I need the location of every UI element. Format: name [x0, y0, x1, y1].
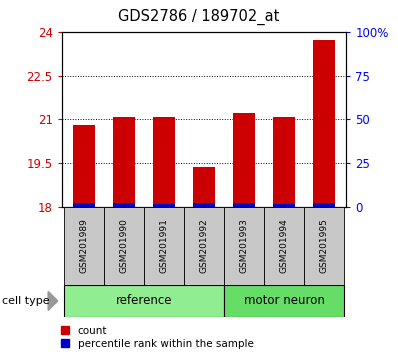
- Bar: [113, 118, 135, 207]
- Bar: [73, 203, 95, 207]
- Bar: [313, 203, 335, 207]
- Bar: [113, 203, 135, 207]
- Bar: [193, 167, 215, 207]
- Bar: [193, 203, 215, 207]
- Text: GSM201989: GSM201989: [79, 218, 88, 274]
- Bar: [273, 204, 295, 207]
- Text: reference: reference: [115, 295, 172, 307]
- Text: GSM201991: GSM201991: [159, 218, 168, 274]
- Text: cell type: cell type: [2, 296, 50, 306]
- Text: GSM201992: GSM201992: [199, 219, 209, 273]
- Bar: [184, 207, 224, 285]
- Text: motor neuron: motor neuron: [244, 295, 325, 307]
- Bar: [73, 125, 95, 207]
- Text: GSM201990: GSM201990: [119, 218, 128, 274]
- Bar: [64, 285, 224, 317]
- Polygon shape: [48, 291, 58, 310]
- Text: GSM201993: GSM201993: [240, 218, 249, 274]
- Bar: [224, 207, 264, 285]
- Bar: [104, 207, 144, 285]
- Bar: [233, 203, 255, 207]
- Bar: [313, 40, 335, 207]
- Legend: count, percentile rank within the sample: count, percentile rank within the sample: [61, 326, 254, 349]
- Bar: [264, 207, 304, 285]
- Text: GSM201995: GSM201995: [320, 218, 329, 274]
- Bar: [304, 207, 344, 285]
- Bar: [153, 116, 175, 207]
- Bar: [144, 207, 184, 285]
- Bar: [224, 285, 344, 317]
- Bar: [233, 113, 255, 207]
- Bar: [64, 207, 104, 285]
- Bar: [153, 204, 175, 207]
- Bar: [273, 118, 295, 207]
- Text: GDS2786 / 189702_at: GDS2786 / 189702_at: [118, 9, 280, 25]
- Text: GSM201994: GSM201994: [280, 219, 289, 273]
